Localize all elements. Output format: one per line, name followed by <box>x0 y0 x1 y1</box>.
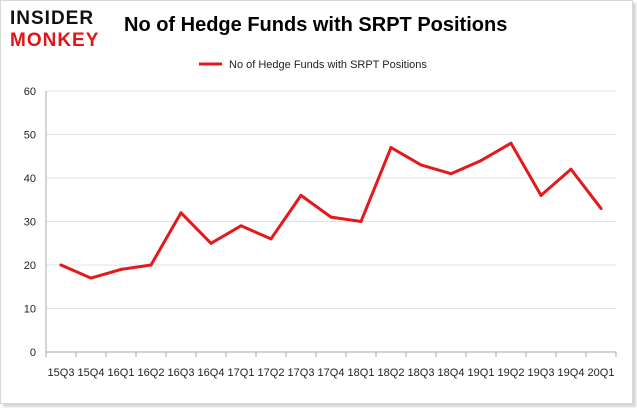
insider-monkey-logo: INSIDER MONKEY <box>10 8 112 54</box>
data-point <box>449 172 453 176</box>
y-tick-label: 40 <box>24 173 36 185</box>
x-tick-label: 18Q1 <box>348 367 375 379</box>
x-tick-label: 18Q4 <box>438 367 465 379</box>
x-tick-label: 18Q2 <box>378 367 405 379</box>
data-point <box>119 267 123 271</box>
x-tick-label: 19Q4 <box>558 367 585 379</box>
y-tick-label: 50 <box>24 130 36 142</box>
x-tick-label: 19Q3 <box>528 367 555 379</box>
data-point <box>269 237 273 241</box>
data-point <box>299 193 303 197</box>
data-point <box>599 206 603 210</box>
x-tick-label: 15Q3 <box>48 367 75 379</box>
data-point <box>329 215 333 219</box>
data-point <box>149 263 153 267</box>
x-tick-label: 17Q4 <box>318 367 345 379</box>
data-point <box>209 241 213 245</box>
x-tick-label: 17Q2 <box>258 367 285 379</box>
data-point <box>359 220 363 223</box>
x-tick-label: 19Q1 <box>468 367 495 379</box>
x-tick-label: 16Q3 <box>168 367 195 379</box>
y-tick-label: 30 <box>24 217 36 229</box>
data-point <box>59 263 63 267</box>
x-tick-label: 19Q2 <box>498 367 525 379</box>
chart-title: No of Hedge Funds with SRPT Positions <box>124 14 508 36</box>
x-tick-label: 17Q3 <box>288 367 315 379</box>
logo-text-insider: INSIDER <box>10 8 95 29</box>
x-tick-label: 18Q3 <box>408 367 435 379</box>
logo-text-monkey: MONKEY <box>10 30 100 51</box>
data-point <box>569 167 573 171</box>
data-point <box>89 276 93 280</box>
data-point <box>539 193 543 197</box>
x-tick-label: 16Q1 <box>108 367 135 379</box>
data-point <box>239 224 243 228</box>
data-point <box>509 141 513 145</box>
x-tick-label: 15Q4 <box>78 367 105 379</box>
legend-label: No of Hedge Funds with SRPT Positions <box>229 59 427 71</box>
series-line <box>59 141 603 280</box>
y-tick-label: 10 <box>24 304 36 316</box>
data-point <box>389 146 393 150</box>
y-tick-label: 0 <box>30 347 36 359</box>
x-tick-label: 16Q4 <box>198 367 225 379</box>
data-point <box>179 211 183 215</box>
x-tick-label: 17Q1 <box>228 367 255 379</box>
y-tick-label: 60 <box>24 86 36 98</box>
x-tick-label: 16Q2 <box>138 367 165 379</box>
y-tick-label: 20 <box>24 260 36 272</box>
x-tick-label: 20Q1 <box>588 367 615 379</box>
data-point <box>479 159 483 163</box>
data-point <box>419 163 423 167</box>
